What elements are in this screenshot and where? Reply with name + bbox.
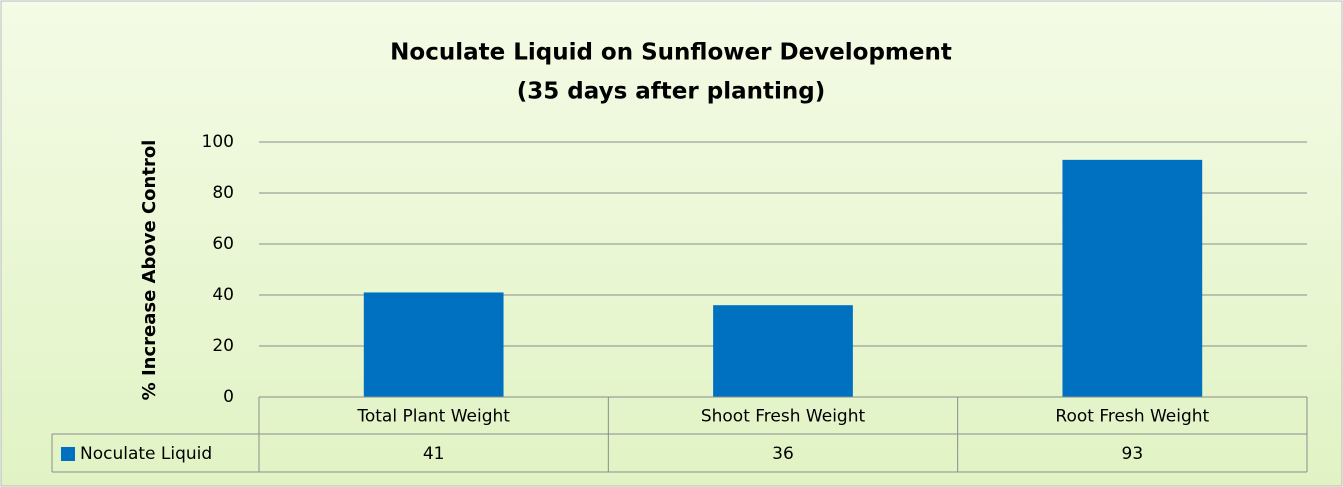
- table-value: 36: [772, 444, 794, 464]
- y-tick-label: 60: [212, 234, 234, 254]
- y-tick-label: 0: [223, 387, 234, 407]
- table-value: 41: [423, 444, 445, 464]
- table-value: 93: [1122, 444, 1144, 464]
- legend-label: Noculate Liquid: [80, 444, 212, 464]
- y-tick-label: 80: [212, 183, 234, 203]
- x-tick-label: Shoot Fresh Weight: [701, 407, 866, 427]
- x-tick-label: Total Plant Weight: [356, 407, 510, 427]
- bar: [713, 305, 853, 397]
- chart-title: Noculate Liquid on Sunflower Development: [390, 40, 952, 66]
- y-axis-label: % Increase Above Control: [139, 140, 160, 401]
- bar: [363, 292, 504, 397]
- x-tick-label: Root Fresh Weight: [1055, 407, 1209, 427]
- bar: [1062, 159, 1203, 397]
- y-tick-label: 40: [212, 285, 234, 305]
- y-tick-label: 100: [202, 132, 234, 152]
- legend-key: [61, 447, 75, 461]
- y-tick-label: 20: [212, 336, 234, 356]
- chart-subtitle: (35 days after planting): [517, 79, 825, 105]
